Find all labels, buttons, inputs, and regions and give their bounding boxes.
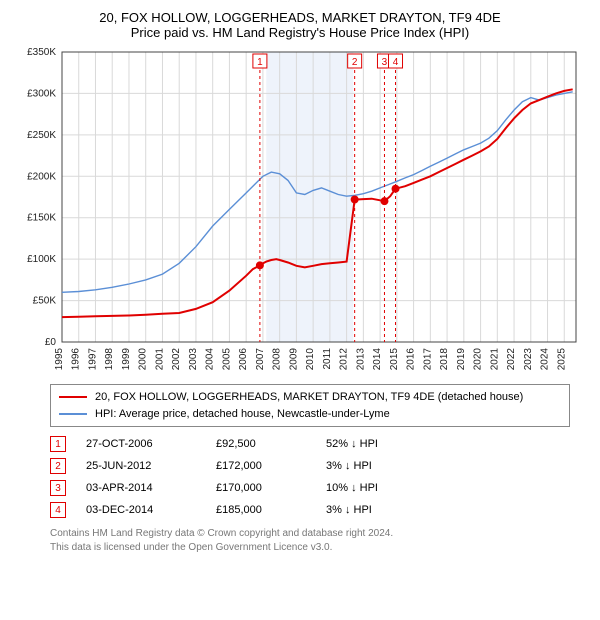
transaction-row: 4 03-DEC-2014 £185,000 3% ↓ HPI bbox=[50, 499, 570, 521]
svg-text:1996: 1996 bbox=[71, 348, 82, 371]
svg-text:2017: 2017 bbox=[422, 348, 433, 371]
transaction-date: 03-DEC-2014 bbox=[86, 504, 196, 516]
svg-text:£300K: £300K bbox=[27, 88, 56, 99]
transaction-marker: 2 bbox=[50, 458, 66, 474]
svg-text:2012: 2012 bbox=[339, 348, 350, 371]
svg-text:2020: 2020 bbox=[473, 348, 484, 371]
svg-text:1998: 1998 bbox=[104, 348, 115, 371]
svg-text:2011: 2011 bbox=[322, 348, 333, 370]
svg-text:2019: 2019 bbox=[456, 348, 467, 371]
svg-text:2016: 2016 bbox=[406, 348, 417, 371]
legend-row-property: 20, FOX HOLLOW, LOGGERHEADS, MARKET DRAY… bbox=[59, 389, 561, 406]
transactions-table: 1 27-OCT-2006 £92,500 52% ↓ HPI 2 25-JUN-2012… bbox=[50, 433, 570, 521]
svg-text:4: 4 bbox=[393, 57, 399, 68]
svg-text:2004: 2004 bbox=[205, 348, 216, 371]
svg-text:3: 3 bbox=[382, 57, 388, 68]
transaction-date: 03-APR-2014 bbox=[86, 482, 196, 494]
chart-svg: £0 £50K £100K £150K £200K £250K £300K £350K 1995… bbox=[20, 46, 580, 376]
legend-swatch-property bbox=[59, 396, 87, 398]
legend-label-hpi: HPI: Average price, detached house, Newc… bbox=[95, 406, 390, 423]
svg-text:£350K: £350K bbox=[27, 47, 56, 58]
transaction-delta: 10% ↓ HPI bbox=[326, 482, 446, 494]
svg-text:£100K: £100K bbox=[27, 254, 56, 265]
plot-area: £0 £50K £100K £150K £200K £250K £300K £350K 1995… bbox=[20, 46, 580, 376]
transaction-row: 1 27-OCT-2006 £92,500 52% ↓ HPI bbox=[50, 433, 570, 455]
transaction-price: £185,000 bbox=[216, 504, 306, 516]
svg-text:£200K: £200K bbox=[27, 171, 56, 182]
legend-label-property: 20, FOX HOLLOW, LOGGERHEADS, MARKET DRAY… bbox=[95, 389, 523, 406]
svg-text:1: 1 bbox=[257, 57, 263, 68]
svg-text:£50K: £50K bbox=[33, 296, 57, 307]
svg-text:2000: 2000 bbox=[138, 348, 149, 371]
transaction-marker: 1 bbox=[50, 436, 66, 452]
legend: 20, FOX HOLLOW, LOGGERHEADS, MARKET DRAY… bbox=[50, 384, 570, 427]
svg-text:2003: 2003 bbox=[188, 348, 199, 371]
svg-text:2014: 2014 bbox=[372, 348, 383, 371]
svg-text:2015: 2015 bbox=[389, 348, 400, 371]
transaction-marker: 3 bbox=[50, 480, 66, 496]
svg-text:2002: 2002 bbox=[171, 348, 182, 371]
svg-text:2: 2 bbox=[352, 57, 358, 68]
svg-text:2007: 2007 bbox=[255, 348, 266, 371]
transaction-delta: 3% ↓ HPI bbox=[326, 460, 446, 472]
transaction-delta: 52% ↓ HPI bbox=[326, 438, 446, 450]
svg-text:2018: 2018 bbox=[439, 348, 450, 371]
footnote-line2: This data is licensed under the Open Gov… bbox=[50, 541, 570, 555]
svg-text:2022: 2022 bbox=[506, 348, 517, 371]
svg-text:2013: 2013 bbox=[355, 348, 366, 371]
svg-text:2005: 2005 bbox=[221, 348, 232, 371]
legend-row-hpi: HPI: Average price, detached house, Newc… bbox=[59, 406, 561, 423]
transaction-row: 3 03-APR-2014 £170,000 10% ↓ HPI bbox=[50, 477, 570, 499]
svg-text:2008: 2008 bbox=[272, 348, 283, 371]
footnote: Contains HM Land Registry data © Crown c… bbox=[50, 527, 570, 554]
svg-text:1995: 1995 bbox=[54, 348, 65, 371]
transaction-delta: 3% ↓ HPI bbox=[326, 504, 446, 516]
svg-text:£250K: £250K bbox=[27, 130, 56, 141]
svg-text:2010: 2010 bbox=[305, 348, 316, 371]
transaction-date: 25-JUN-2012 bbox=[86, 460, 196, 472]
svg-text:2023: 2023 bbox=[523, 348, 534, 371]
svg-text:2021: 2021 bbox=[489, 348, 500, 371]
legend-swatch-hpi bbox=[59, 413, 87, 415]
transaction-price: £170,000 bbox=[216, 482, 306, 494]
svg-text:1999: 1999 bbox=[121, 348, 132, 371]
transaction-date: 27-OCT-2006 bbox=[86, 438, 196, 450]
svg-text:2006: 2006 bbox=[238, 348, 249, 371]
chart-container: 20, FOX HOLLOW, LOGGERHEADS, MARKET DRAY… bbox=[0, 0, 600, 560]
svg-text:2009: 2009 bbox=[288, 348, 299, 371]
svg-text:£150K: £150K bbox=[27, 213, 56, 224]
transaction-price: £172,000 bbox=[216, 460, 306, 472]
svg-text:£0: £0 bbox=[45, 337, 57, 348]
transaction-price: £92,500 bbox=[216, 438, 306, 450]
transaction-row: 2 25-JUN-2012 £172,000 3% ↓ HPI bbox=[50, 455, 570, 477]
chart-title-line1: 20, FOX HOLLOW, LOGGERHEADS, MARKET DRAY… bbox=[10, 10, 590, 25]
chart-title-line2: Price paid vs. HM Land Registry's House … bbox=[10, 25, 590, 40]
transaction-marker: 4 bbox=[50, 502, 66, 518]
footnote-line1: Contains HM Land Registry data © Crown c… bbox=[50, 527, 570, 541]
svg-text:2024: 2024 bbox=[540, 348, 551, 371]
svg-text:2001: 2001 bbox=[154, 348, 165, 371]
svg-text:1997: 1997 bbox=[87, 348, 98, 371]
svg-text:2025: 2025 bbox=[556, 348, 567, 371]
